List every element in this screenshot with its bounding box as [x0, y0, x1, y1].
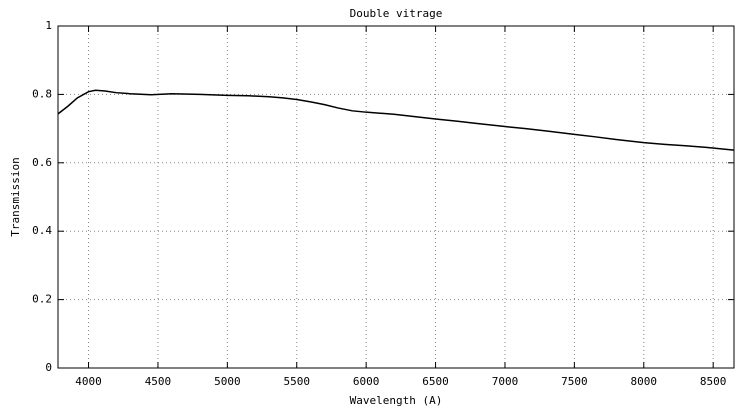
y-tick-label: 0.8 — [32, 87, 52, 100]
x-axis-label: Wavelength (A) — [350, 394, 443, 407]
y-tick-label: 1 — [45, 19, 52, 32]
data-line — [57, 89, 735, 151]
y-tick-label: 0.4 — [32, 224, 52, 237]
y-axis-label: Transmission — [9, 157, 22, 236]
x-tick-label: 5500 — [284, 375, 311, 388]
y-tick-label: 0.2 — [32, 293, 52, 306]
x-tick-label: 8500 — [700, 375, 727, 388]
x-tick-label: 7000 — [492, 375, 519, 388]
plot-frame — [57, 25, 735, 369]
y-tick-label: 0.6 — [32, 156, 52, 169]
x-tick-label: 4000 — [75, 375, 102, 388]
x-tick-label: 8000 — [631, 375, 658, 388]
x-tick-label: 6500 — [422, 375, 449, 388]
x-tick-label: 5000 — [214, 375, 241, 388]
y-tick-label: 0 — [45, 361, 52, 374]
x-tick-label: 4500 — [145, 375, 172, 388]
x-tick-label: 6000 — [353, 375, 380, 388]
chart-title: Double vitrage — [350, 7, 443, 20]
x-tick-label: 7500 — [561, 375, 588, 388]
